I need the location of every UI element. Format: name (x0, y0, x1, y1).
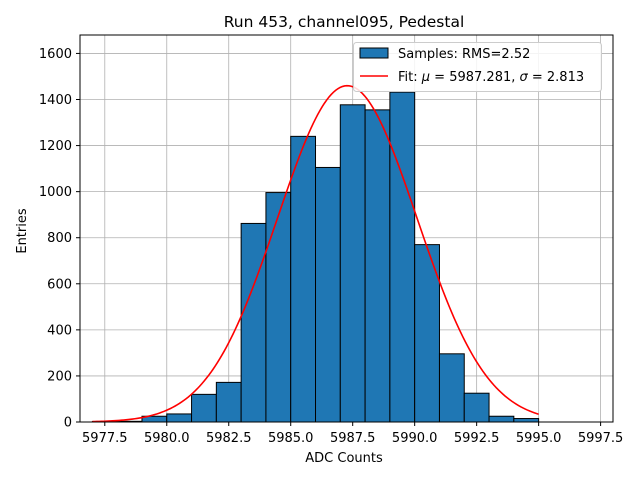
y-tick-label: 1600 (39, 47, 72, 62)
histogram-bar (414, 244, 440, 423)
x-tick-label: 5977.5 (82, 431, 128, 446)
x-tick-label: 5990.0 (392, 431, 438, 446)
histogram-bar (315, 166, 341, 423)
x-tick-label: 5992.5 (454, 431, 500, 446)
x-axis-label: ADC Counts (305, 451, 383, 466)
histogram-bar (463, 392, 490, 423)
fit-curve-layer (92, 84, 539, 423)
plot-frame (79, 34, 614, 423)
legend-fit-prefix: Fit: (398, 70, 422, 85)
histogram-bar (265, 192, 292, 423)
histogram-bar (488, 415, 515, 423)
y-tick-label: 200 (47, 369, 72, 384)
legend-fit-sigma-value: = 2.813 (528, 70, 584, 85)
x-tick-label: 5987.5 (330, 431, 376, 446)
y-tick-label: 1000 (39, 185, 72, 200)
legend-fit-mu-value: = 5987.281, (430, 70, 519, 85)
histogram-bar (215, 381, 242, 423)
fit-curve (92, 84, 539, 423)
y-tick-label: 0 (64, 416, 72, 431)
histogram-bar (240, 222, 267, 423)
axes-frame (79, 34, 614, 423)
tick-marks: 5977.5 5980.0 5982.5 5985.0 5987.5 5990.0 5992… (39, 47, 623, 446)
x-tick-label: 5985.0 (268, 431, 314, 446)
y-tick-label: 600 (47, 277, 72, 292)
x-tick-label: 5995.0 (516, 431, 562, 446)
x-tick-label: 5997.5 (578, 431, 624, 446)
legend-samples-swatch (359, 47, 389, 59)
histogram-bar (191, 393, 217, 423)
x-tick-label: 5982.5 (206, 431, 252, 446)
histogram-bar (339, 104, 366, 423)
legend-fit-label: Fit: μ = 5987.281, σ = 2.813 (398, 70, 584, 85)
histogram-bar (438, 353, 465, 423)
x-tick-label: 5980.0 (144, 431, 190, 446)
histogram-bar (389, 91, 416, 423)
legend-fit-sigma-symbol: σ (520, 70, 529, 85)
y-tick-label: 1200 (39, 139, 72, 154)
y-tick-label: 1400 (39, 93, 72, 108)
histogram-bar (290, 135, 317, 423)
y-tick-label: 400 (47, 323, 72, 338)
chart-title: Run 453, channel095, Pedestal (224, 13, 465, 31)
y-tick-label: 800 (47, 231, 72, 246)
legend-box (353, 42, 602, 92)
y-axis-label: Entries (15, 208, 30, 254)
legend-fit-mu-symbol: μ (421, 70, 430, 85)
legend: Samples: RMS=2.52 Fit: μ = 5987.281, σ =… (353, 42, 602, 92)
histogram-bar (166, 413, 193, 423)
legend-samples-label: Samples: RMS=2.52 (398, 47, 530, 62)
histogram-bar (364, 109, 391, 423)
histogram-bar (513, 418, 540, 423)
